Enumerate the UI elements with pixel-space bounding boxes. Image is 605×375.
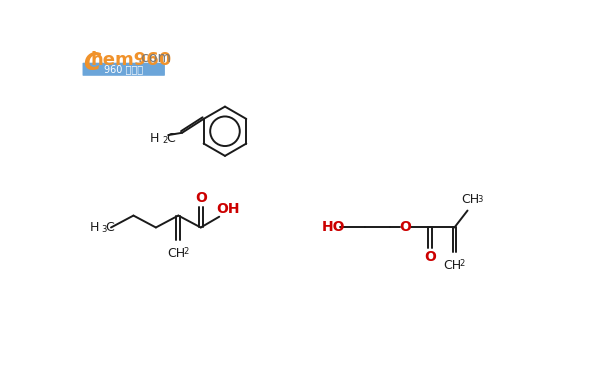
Text: H: H	[90, 221, 99, 234]
FancyBboxPatch shape	[82, 63, 165, 76]
Text: hem960: hem960	[91, 51, 172, 69]
Text: 960 化工网: 960 化工网	[104, 64, 143, 74]
Text: O: O	[399, 220, 411, 234]
Text: 3: 3	[102, 225, 107, 234]
Text: H: H	[149, 132, 159, 145]
Text: C: C	[83, 51, 100, 75]
Text: CH: CH	[167, 247, 185, 260]
Text: CH: CH	[443, 259, 461, 272]
Text: 2: 2	[460, 259, 465, 268]
Text: 2: 2	[184, 247, 189, 256]
Text: CH: CH	[461, 193, 479, 206]
Text: O: O	[195, 191, 207, 205]
Text: .com: .com	[137, 51, 171, 65]
Text: C: C	[167, 132, 175, 145]
Text: 2: 2	[163, 136, 168, 145]
Text: HO: HO	[322, 220, 345, 234]
Text: C: C	[106, 221, 114, 234]
Text: 3: 3	[477, 195, 483, 204]
Text: O: O	[424, 250, 436, 264]
Text: OH: OH	[217, 202, 240, 216]
